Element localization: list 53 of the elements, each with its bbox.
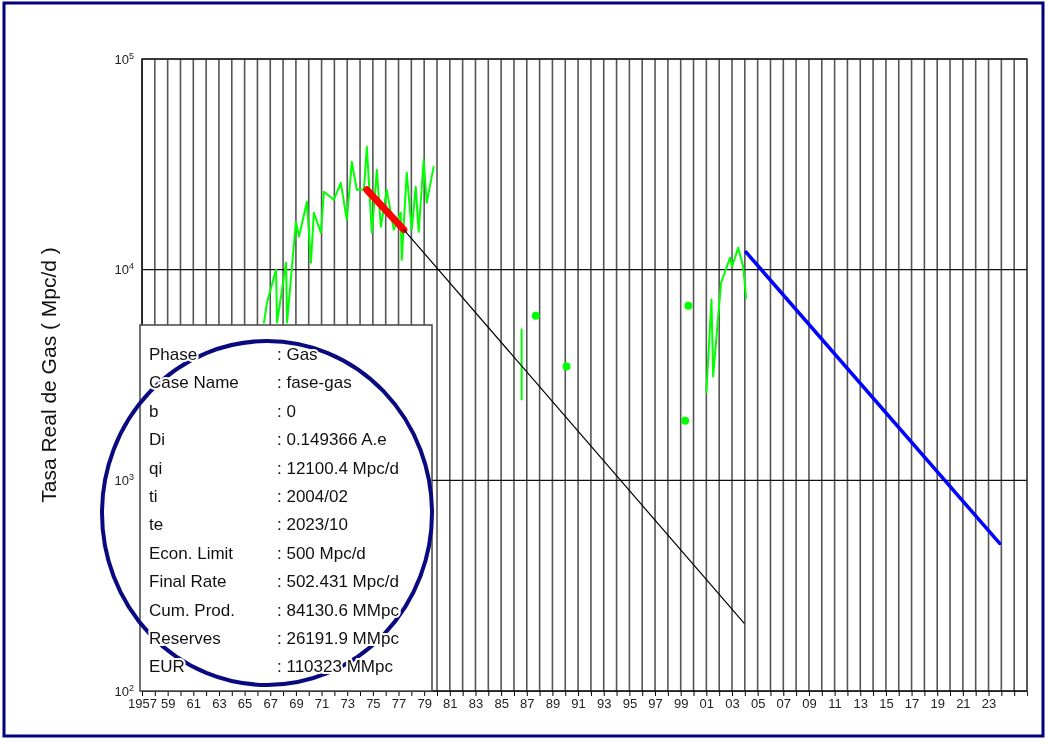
x-tick-label: 59	[160, 696, 176, 712]
x-tick-label: 97	[648, 696, 663, 712]
x-tick-label: 83	[468, 696, 484, 712]
x-tick-label: 19	[930, 696, 945, 712]
x-tick-label: 85	[494, 696, 509, 712]
y-tick-label: 10$^{3}$	[114, 471, 134, 488]
x-tick-label: 61	[186, 696, 202, 712]
text: ti : 2004/02	[149, 487, 348, 506]
y-tick-label: 10$^{4}$	[114, 261, 134, 278]
text: Econ. Limit : 500 Mpc/d	[149, 543, 366, 563]
text: qi : 12100.4 Mpc/d	[149, 458, 399, 478]
point	[681, 416, 690, 425]
x-tick-label: 13	[853, 696, 868, 712]
x-tick-label: 79	[417, 696, 432, 712]
y-tick-label: 10$^{2}$	[114, 682, 134, 699]
text: EUR : 110323 MMpc	[149, 657, 393, 677]
text: b : 0	[149, 401, 296, 421]
x-tick-label: 73	[340, 696, 355, 712]
x-tick-label: 23	[981, 696, 997, 712]
text: te : 2023/10	[149, 515, 348, 535]
text: Di : 0.149366 A.e	[149, 430, 387, 450]
x-tick-label: 05	[750, 696, 766, 712]
point	[531, 311, 540, 320]
x-tick-label: 01	[699, 696, 715, 712]
x-tick-label: 89	[545, 696, 561, 712]
text: Phase : Gas	[149, 345, 318, 364]
x-tick-label: 69	[289, 696, 304, 712]
x-tick-label: 09	[802, 696, 817, 712]
y-axis-title: Tasa Real de Gas ( Mpc/d )	[37, 247, 60, 503]
x-tick-label: 71	[314, 696, 330, 712]
text: Cum. Prod. : 84130.6 MMpc	[149, 600, 399, 620]
x-tick-label: 95	[622, 696, 638, 712]
x-tick-label: 75	[366, 696, 381, 712]
x-tick-label: 07	[776, 696, 792, 712]
x-tick-label: 17	[904, 696, 920, 712]
x-tick-label: 91	[571, 696, 586, 712]
x-tick-label: 15	[879, 696, 894, 712]
point	[562, 362, 571, 371]
y-tick-label: 10$^{5}$	[114, 50, 134, 67]
x-tick-label: 87	[520, 696, 535, 712]
x-tick-label: 03	[725, 696, 740, 712]
text: Final Rate : 502.431 Mpc/d	[149, 572, 399, 592]
x-tick-label: 77	[391, 696, 407, 712]
x-tick-label: 21	[956, 696, 971, 712]
point	[684, 301, 693, 310]
x-tick-label: 93	[597, 696, 612, 712]
x-tick-label: 67	[263, 696, 278, 712]
x-tick-label: 65	[237, 696, 253, 712]
x-tick-label: 1957	[128, 696, 157, 712]
x-tick-label: 11	[828, 696, 842, 712]
x-tick-label: 81	[443, 696, 458, 712]
x-tick-label: 99	[673, 696, 689, 712]
x-tick-label: 63	[212, 696, 227, 712]
